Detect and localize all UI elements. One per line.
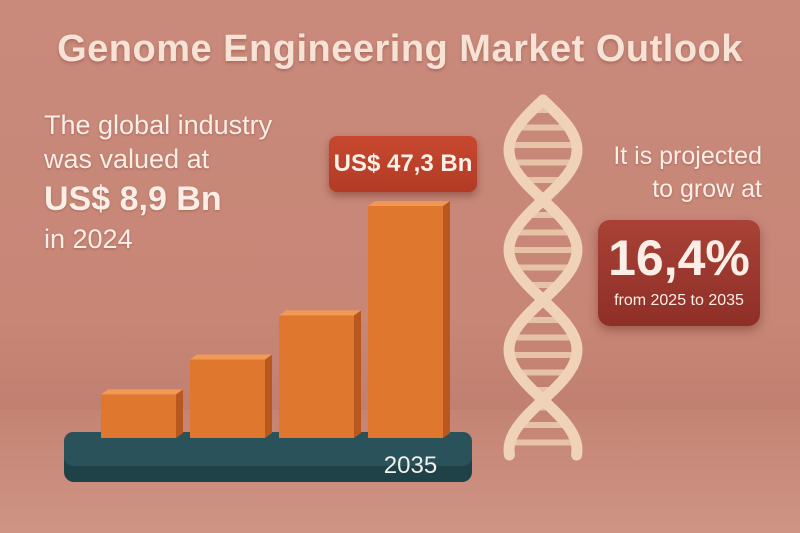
cagr-box: 16,4% from 2025 to 2035 [598,220,760,326]
chart-base-platform [64,432,472,466]
dna-helix-icon [503,94,583,461]
valuation-line-1: The global industry [44,110,273,140]
valuation-line-2: was valued at [44,144,210,174]
cagr-value: 16,4% [608,230,750,286]
page-title: Genome Engineering Market Outlook [57,28,743,70]
bar [279,310,361,438]
growth-text: It is projected to grow at [502,140,762,206]
bar [190,354,272,438]
valuation-text: The global industry was valued at US$ 8,… [44,108,272,256]
bar [368,201,450,438]
growth-line-1: It is projected [613,142,762,170]
chart-base [64,432,472,482]
valuation-year: in 2024 [44,224,133,254]
growth-line-2: to grow at [652,175,762,203]
tick-group: 2035 [384,452,437,479]
valuation-value: US$ 8,9 Bn [44,180,222,218]
bar-group [101,201,450,438]
cagr-period: from 2025 to 2035 [614,292,744,309]
x-tick-label: 2035 [384,452,437,479]
bar [101,389,183,438]
forecast-value-badge: US$ 47,3 Bn [329,136,477,192]
